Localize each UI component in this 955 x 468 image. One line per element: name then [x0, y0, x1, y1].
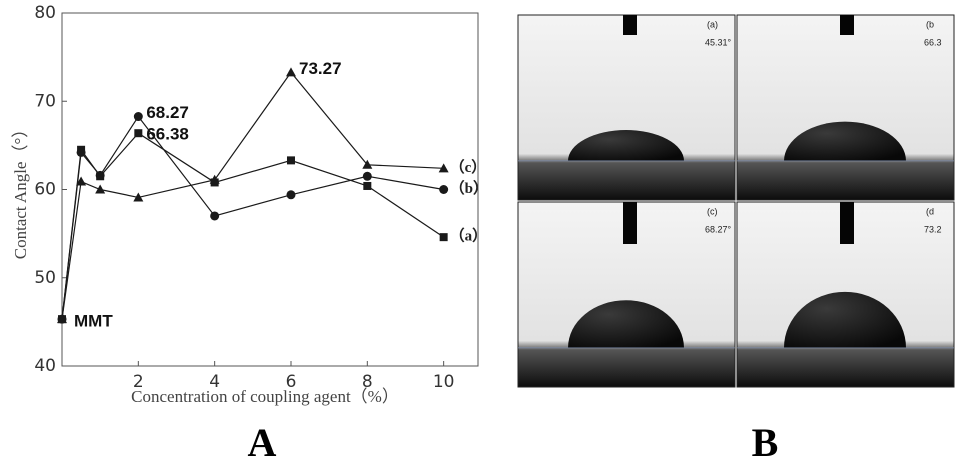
marker	[95, 185, 105, 194]
photo	[737, 15, 954, 200]
photo-angle: 45.31°	[705, 37, 732, 47]
marker	[439, 185, 448, 194]
value-label: 68.27	[146, 103, 189, 122]
y-tick-label: 50	[34, 268, 56, 288]
value-label: 66.38	[146, 125, 189, 144]
x-axis-label: Concentration of coupling agent（%）	[131, 387, 399, 406]
marker	[134, 112, 143, 121]
y-axis-label: Contact Angle（°）	[11, 121, 30, 260]
photo-angle: 73.2	[924, 224, 942, 234]
y-tick-label: 40	[34, 356, 56, 376]
photo-angle: 68.27°	[705, 224, 732, 234]
marker	[287, 156, 295, 164]
panel-label: B	[752, 420, 779, 465]
marker	[363, 182, 371, 190]
x-tick-label: 2	[133, 372, 144, 392]
marker	[286, 67, 296, 76]
y-tick-label: 60	[34, 180, 56, 200]
series-line	[62, 72, 444, 319]
figure: Contact Angle（°） Concentration of coupli…	[0, 0, 955, 468]
photo-label: (d	[926, 206, 934, 216]
x-tick-label: 10	[433, 372, 455, 392]
page: Contact Angle（°） Concentration of coupli…	[0, 0, 955, 468]
marker	[210, 211, 219, 220]
marker	[286, 190, 295, 199]
needle	[840, 202, 854, 244]
marker	[134, 129, 142, 137]
legend-label: （c）	[450, 158, 487, 176]
photo	[518, 15, 735, 200]
plot-frame	[62, 13, 478, 366]
y-tick-label: 80	[34, 3, 56, 23]
x-tick-label: 4	[209, 372, 220, 392]
panel-label: A	[248, 420, 277, 465]
annotation: MMT	[74, 312, 113, 331]
photo-label: (a)	[707, 19, 718, 29]
marker	[440, 233, 448, 241]
legend-label: （b）	[450, 179, 488, 197]
marker	[77, 148, 86, 157]
value-label: 73.27	[299, 59, 342, 78]
y-tick-label: 70	[34, 91, 56, 111]
series-line	[62, 117, 444, 320]
marker	[363, 172, 372, 181]
photo-label: (b	[926, 19, 934, 29]
photo-grid: (a) 45.31° (b 66.3 (c) 68.27° (d 73.2	[518, 15, 954, 387]
photo-label: (c)	[707, 206, 718, 216]
x-tick-label: 6	[286, 372, 297, 392]
series-line	[62, 133, 444, 319]
needle	[840, 15, 854, 35]
needle	[623, 15, 637, 35]
legend-label: （a）	[450, 227, 488, 245]
x-tick-label: 8	[362, 372, 373, 392]
photo-angle: 66.3	[924, 37, 942, 47]
marker	[96, 171, 105, 180]
needle	[623, 202, 637, 244]
